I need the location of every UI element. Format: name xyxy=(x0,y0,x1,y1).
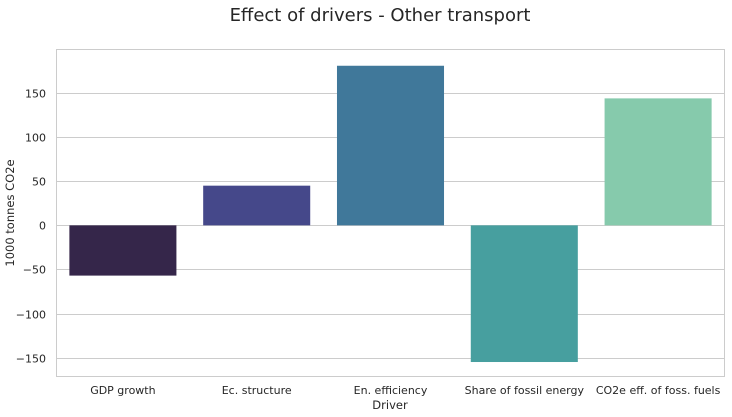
x-axis-label: Driver xyxy=(372,398,408,412)
y-tick-label: 100 xyxy=(25,132,46,145)
bar xyxy=(203,185,311,226)
x-tick-label: Share of fossil energy xyxy=(465,384,585,397)
x-tick-label: GDP growth xyxy=(90,384,155,397)
x-tick-labels: GDP growth Ec. structure En. efficiency Sha… xyxy=(90,384,720,397)
y-tick-label: −150 xyxy=(16,353,46,366)
y-tick-label: 0 xyxy=(39,220,46,233)
bar xyxy=(69,225,177,276)
bar xyxy=(604,98,712,226)
bars xyxy=(69,65,712,363)
bar xyxy=(470,225,578,363)
y-axis-label: 1000 tonnes CO2e xyxy=(3,159,17,266)
x-tick-label: Ec. structure xyxy=(222,384,292,397)
y-tick-label: 50 xyxy=(32,176,46,189)
y-tick-labels: −150 −100 −50 0 50 100 150 xyxy=(16,88,46,366)
bar xyxy=(336,65,445,226)
chart-title: Effect of drivers - Other transport xyxy=(230,5,531,26)
x-tick-label: CO2e eff. of foss. fuels xyxy=(596,384,721,397)
plot-frame xyxy=(56,49,725,377)
y-tick-label: −50 xyxy=(23,264,46,277)
x-tick-label: En. efficiency xyxy=(354,384,428,397)
y-tick-label: −100 xyxy=(16,309,46,322)
y-tick-label: 150 xyxy=(25,88,46,101)
